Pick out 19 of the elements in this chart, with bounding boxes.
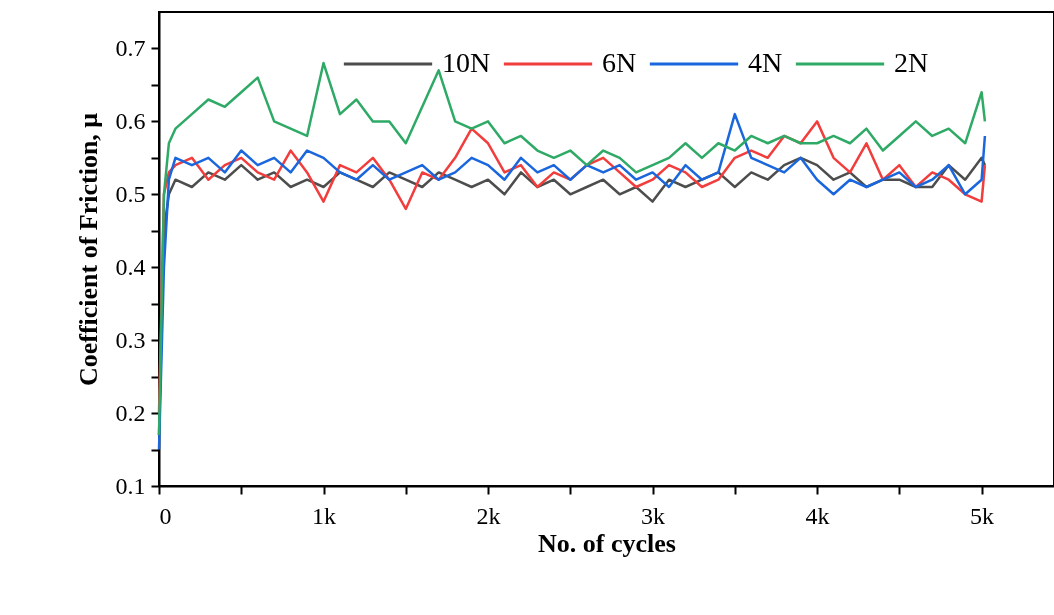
x-tick-label: 5k bbox=[970, 502, 995, 529]
y-tick-label: 0.6 bbox=[115, 107, 146, 134]
y-tick-label: 0.7 bbox=[115, 34, 146, 61]
y-tick-label: 0.1 bbox=[115, 472, 146, 499]
y-tick-label: 0.3 bbox=[115, 326, 146, 353]
legend-label: 4N bbox=[748, 47, 783, 78]
x-tick-label: 1k bbox=[312, 502, 337, 529]
legend-label: 10N bbox=[442, 47, 491, 78]
legend-label: 6N bbox=[602, 47, 637, 78]
legend-label: 2N bbox=[894, 47, 929, 78]
y-tick-label: 0.2 bbox=[115, 399, 146, 426]
x-tick-label: 0 bbox=[159, 502, 172, 529]
y-axis-title: Coefficient of Friction, μ bbox=[73, 112, 103, 387]
y-tick-label: 0.4 bbox=[115, 253, 146, 280]
x-tick-label: 4k bbox=[805, 502, 830, 529]
x-tick-label: 3k bbox=[641, 502, 666, 529]
x-tick-label: 2k bbox=[476, 502, 501, 529]
x-axis-title: No. of cycles bbox=[538, 528, 676, 558]
y-tick-label: 0.5 bbox=[115, 180, 146, 207]
